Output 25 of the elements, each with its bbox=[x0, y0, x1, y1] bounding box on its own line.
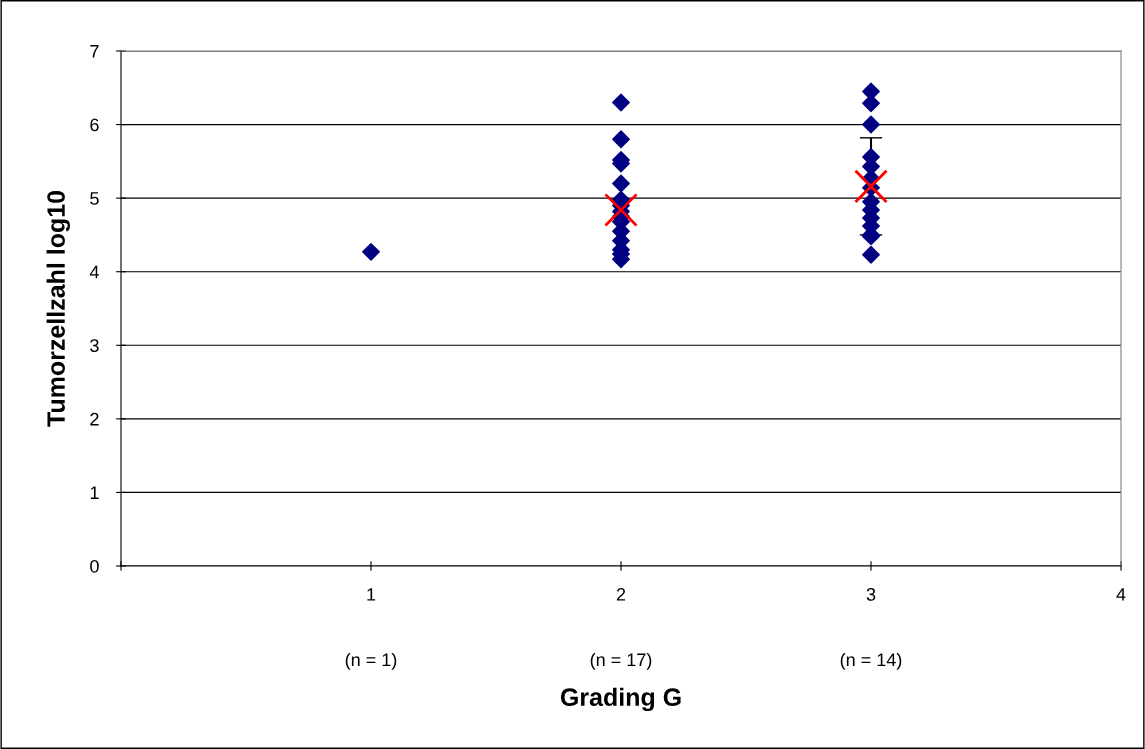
text: (n = 14) bbox=[840, 652, 902, 670]
point bbox=[612, 174, 630, 193]
point bbox=[862, 245, 880, 264]
y-tick-label: 1 bbox=[90, 486, 99, 499]
point bbox=[854, 169, 888, 204]
point bbox=[604, 193, 638, 227]
text: (n = 1) bbox=[345, 652, 397, 670]
point bbox=[612, 130, 630, 149]
y-tick-label: 5 bbox=[90, 192, 99, 205]
y-tick-label: 0 bbox=[90, 559, 99, 573]
y-tick-label: 2 bbox=[90, 412, 99, 426]
text: (n = 17) bbox=[590, 652, 652, 670]
y-tick-label: 3 bbox=[90, 339, 99, 353]
y-axis-title: Tumorzellzahl log10 bbox=[46, 190, 70, 427]
y-tick-label: 4 bbox=[89, 265, 99, 279]
y-tick-label: 6 bbox=[90, 118, 99, 132]
point bbox=[862, 115, 880, 134]
point bbox=[612, 93, 630, 112]
point bbox=[362, 242, 380, 261]
x-tick-label: 1 bbox=[367, 588, 376, 601]
x-tick-label: 4 bbox=[1116, 588, 1126, 601]
x-tick-label: 2 bbox=[616, 588, 626, 601]
x-tick-label: 3 bbox=[866, 588, 876, 601]
y-tick-label: 7 bbox=[90, 45, 99, 58]
x-axis-title: Grading G bbox=[560, 687, 681, 712]
